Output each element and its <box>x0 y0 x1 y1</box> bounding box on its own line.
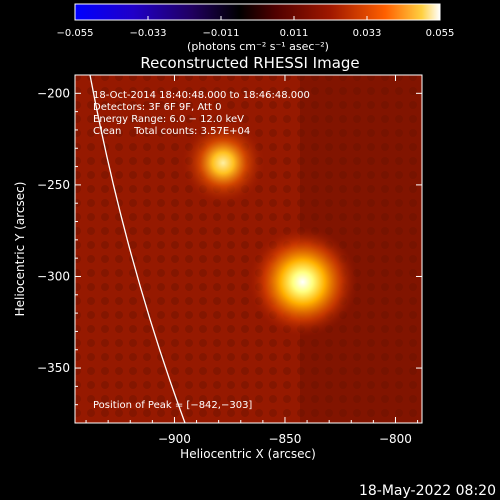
colorbar-tick-label: −0.011 <box>202 28 239 39</box>
colorbar-ticks: −0.055 −0.033 −0.011 0.011 0.033 0.055 <box>56 16 454 39</box>
info-line-energy: Energy Range: 6.0 − 12.0 keV <box>93 114 244 125</box>
sources-layer <box>181 120 358 337</box>
plot-frame <box>74 74 423 424</box>
source-blob <box>247 226 358 337</box>
x-axis-label: Heliocentric X (arcsec) <box>180 447 316 461</box>
info-line-time: 18-Oct-2014 18:40:48.000 to 18:46:48.000 <box>93 90 310 101</box>
colorbar-unit-label: (photons cm⁻² s⁻¹ asec⁻²) <box>187 40 329 53</box>
info-line-detectors: Detectors: 3F 6F 9F, Att 0 <box>93 102 221 113</box>
colorbar-tick-label: 0.055 <box>426 28 455 39</box>
solar-limb-line <box>89 75 186 423</box>
heatmap-image <box>75 75 422 423</box>
chart-title: Reconstructed RHESSI Image <box>140 54 359 72</box>
y-axis-label: Heliocentric Y (arcsec) <box>13 182 27 317</box>
colorbar-tick-label: −0.033 <box>129 28 166 39</box>
y-tick-label: −200 <box>37 86 70 100</box>
x-tick-label: −850 <box>268 432 301 446</box>
colorbar-tick-label: 0.033 <box>353 28 382 39</box>
colorbar-tick-label: −0.055 <box>56 28 93 39</box>
x-tick-label: −800 <box>379 432 412 446</box>
y-tick-label: −350 <box>37 361 70 375</box>
info-line-clean: Clean Total counts: 3.57E+04 <box>93 126 250 137</box>
peak-position-label: Position of Peak = [−842,−303] <box>93 400 252 411</box>
y-axis-ticks: −200 −250 −300 −350 <box>37 74 422 406</box>
timestamp: 18-May-2022 08:20 <box>359 483 496 499</box>
y-tick-label: −250 <box>37 178 70 192</box>
source-blob <box>181 120 266 205</box>
colorbar <box>74 3 441 21</box>
y-tick-label: −300 <box>37 269 70 283</box>
colorbar-tick-label: 0.011 <box>280 28 309 39</box>
x-tick-label: −900 <box>158 432 191 446</box>
info-block: 18-Oct-2014 18:40:48.000 to 18:46:48.000… <box>93 90 310 137</box>
x-axis-ticks: −900 −850 −800 <box>85 75 419 446</box>
